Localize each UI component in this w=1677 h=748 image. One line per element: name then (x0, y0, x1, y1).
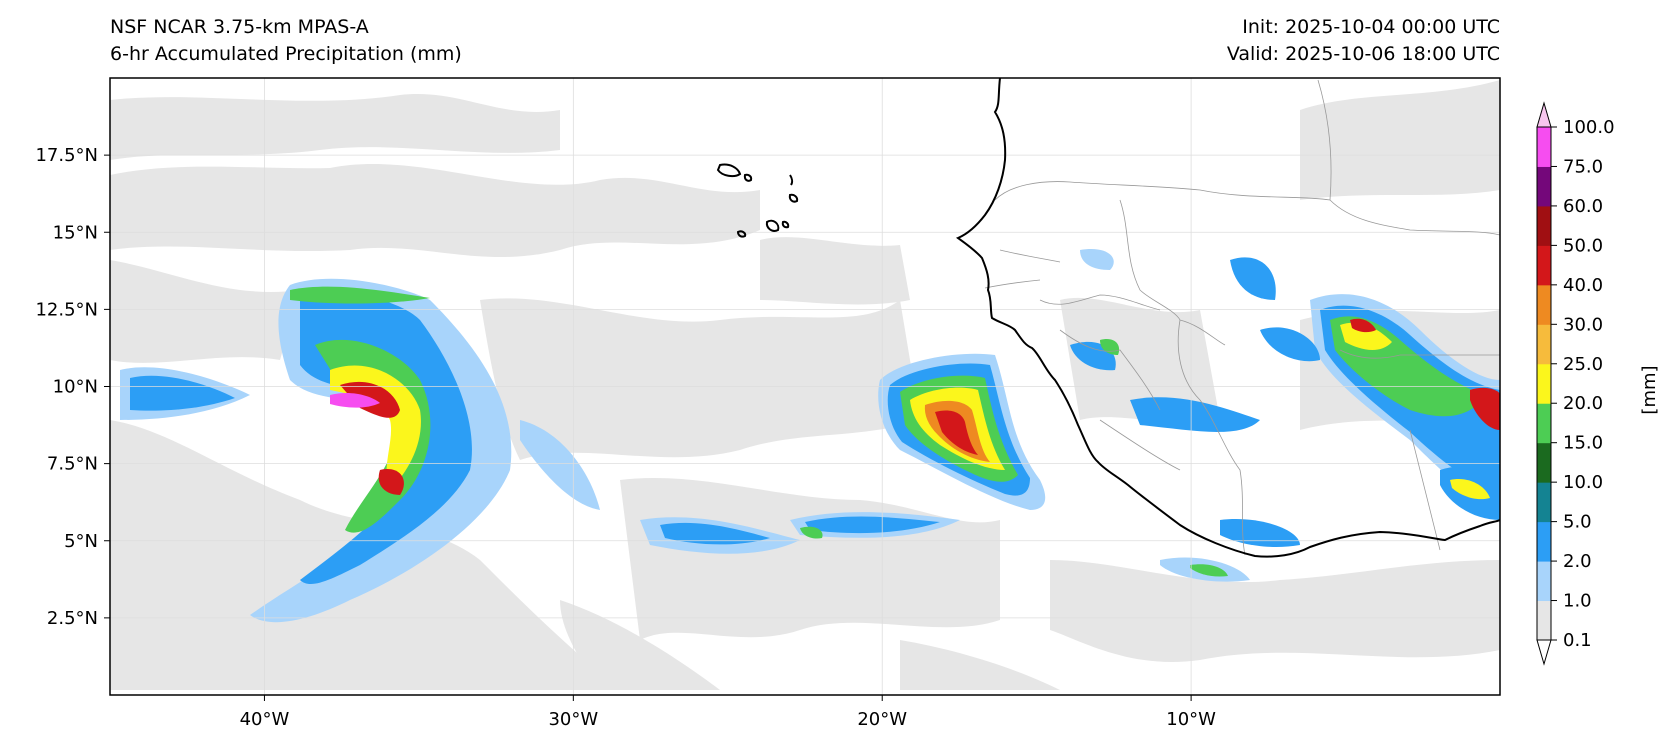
precip-itcz-cells (120, 249, 1250, 582)
lon-tick-label: 10°W (1166, 709, 1216, 730)
precip-system-coast (878, 353, 1046, 510)
precip-system-west (250, 278, 512, 623)
latitude-axis: 17.5°N 15°N 12.5°N 10°N 7.5°N 5°N 2.5°N (35, 145, 110, 629)
colorbar-tick-label: 60.0 (1563, 196, 1603, 217)
light-precip-shading (110, 80, 1500, 690)
colorbar-swatch-0 (1537, 600, 1551, 641)
colorbar-tick-label: 15.0 (1563, 433, 1603, 454)
colorbar-swatch-8 (1537, 284, 1551, 325)
colorbar-tick-label: 5.0 (1563, 512, 1592, 533)
longitude-axis: 40°W 30°W 20°W 10°W (240, 695, 1216, 730)
colorbar-swatch-1 (1537, 561, 1551, 602)
colorbar-label: [mm] (1639, 365, 1660, 414)
colorbar-tick-label: 30.0 (1563, 314, 1603, 335)
colorbar-swatch-9 (1537, 245, 1551, 286)
colorbar-tick-label: 75.0 (1563, 156, 1603, 177)
colorbar-swatch-7 (1537, 324, 1551, 365)
colorbar-swatch-5 (1537, 403, 1551, 444)
colorbar-tick-label: 1.0 (1563, 591, 1592, 612)
colorbar-over-extend (1536, 101, 1552, 128)
valid-time: Valid: 2025-10-06 18:00 UTC (1226, 43, 1500, 65)
precip-system-inland (1070, 257, 1500, 547)
colorbar-swatch-12 (1537, 127, 1551, 167)
colorbar-frame (1536, 126, 1552, 641)
lat-tick-label: 17.5°N (35, 145, 98, 166)
colorbar: 0.1 1.0 2.0 5.0 10.0 15.0 20.0 25.0 30.0 40.0 50.0… (1536, 101, 1615, 666)
lat-tick-label: 5°N (64, 531, 98, 552)
colorbar-tick-label: 100.0 (1563, 117, 1615, 138)
coastline (716, 78, 1500, 558)
lon-tick-label: 40°W (240, 709, 290, 730)
map-area (110, 78, 1500, 695)
colorbar-swatch-2 (1537, 521, 1551, 562)
colorbar-tick-label: 50.0 (1563, 235, 1603, 256)
lat-tick-label: 15°N (53, 222, 98, 243)
colorbar-tick-label: 2.0 (1563, 551, 1592, 572)
colorbar-tick-label: 0.1 (1563, 630, 1592, 651)
colorbar-tick-label: 20.0 (1563, 393, 1603, 414)
lat-tick-label: 10°N (53, 377, 98, 398)
country-borders (984, 79, 1500, 556)
title-model: NSF NCAR 3.75-km MPAS-A (110, 16, 369, 38)
lon-tick-label: 30°W (548, 709, 598, 730)
lat-tick-label: 7.5°N (47, 454, 98, 475)
lat-tick-label: 12.5°N (35, 299, 98, 320)
gridlines (110, 78, 1500, 695)
colorbar-swatch-3 (1537, 482, 1551, 523)
colorbar-tick-label: 10.0 (1563, 472, 1603, 493)
lat-tick-label: 2.5°N (47, 608, 98, 629)
colorbar-tick-label: 40.0 (1563, 275, 1603, 296)
colorbar-swatch-10 (1537, 205, 1551, 246)
colorbar-tick-label: 25.0 (1563, 354, 1603, 375)
title-field: 6-hr Accumulated Precipitation (mm) (110, 43, 462, 65)
colorbar-under-extend (1536, 639, 1552, 666)
colorbar-swatch-6 (1537, 363, 1551, 404)
lon-tick-label: 20°W (857, 709, 907, 730)
colorbar-swatch-11 (1537, 166, 1551, 207)
init-time: Init: 2025-10-04 00:00 UTC (1242, 16, 1500, 38)
colorbar-swatch-4 (1537, 442, 1551, 483)
